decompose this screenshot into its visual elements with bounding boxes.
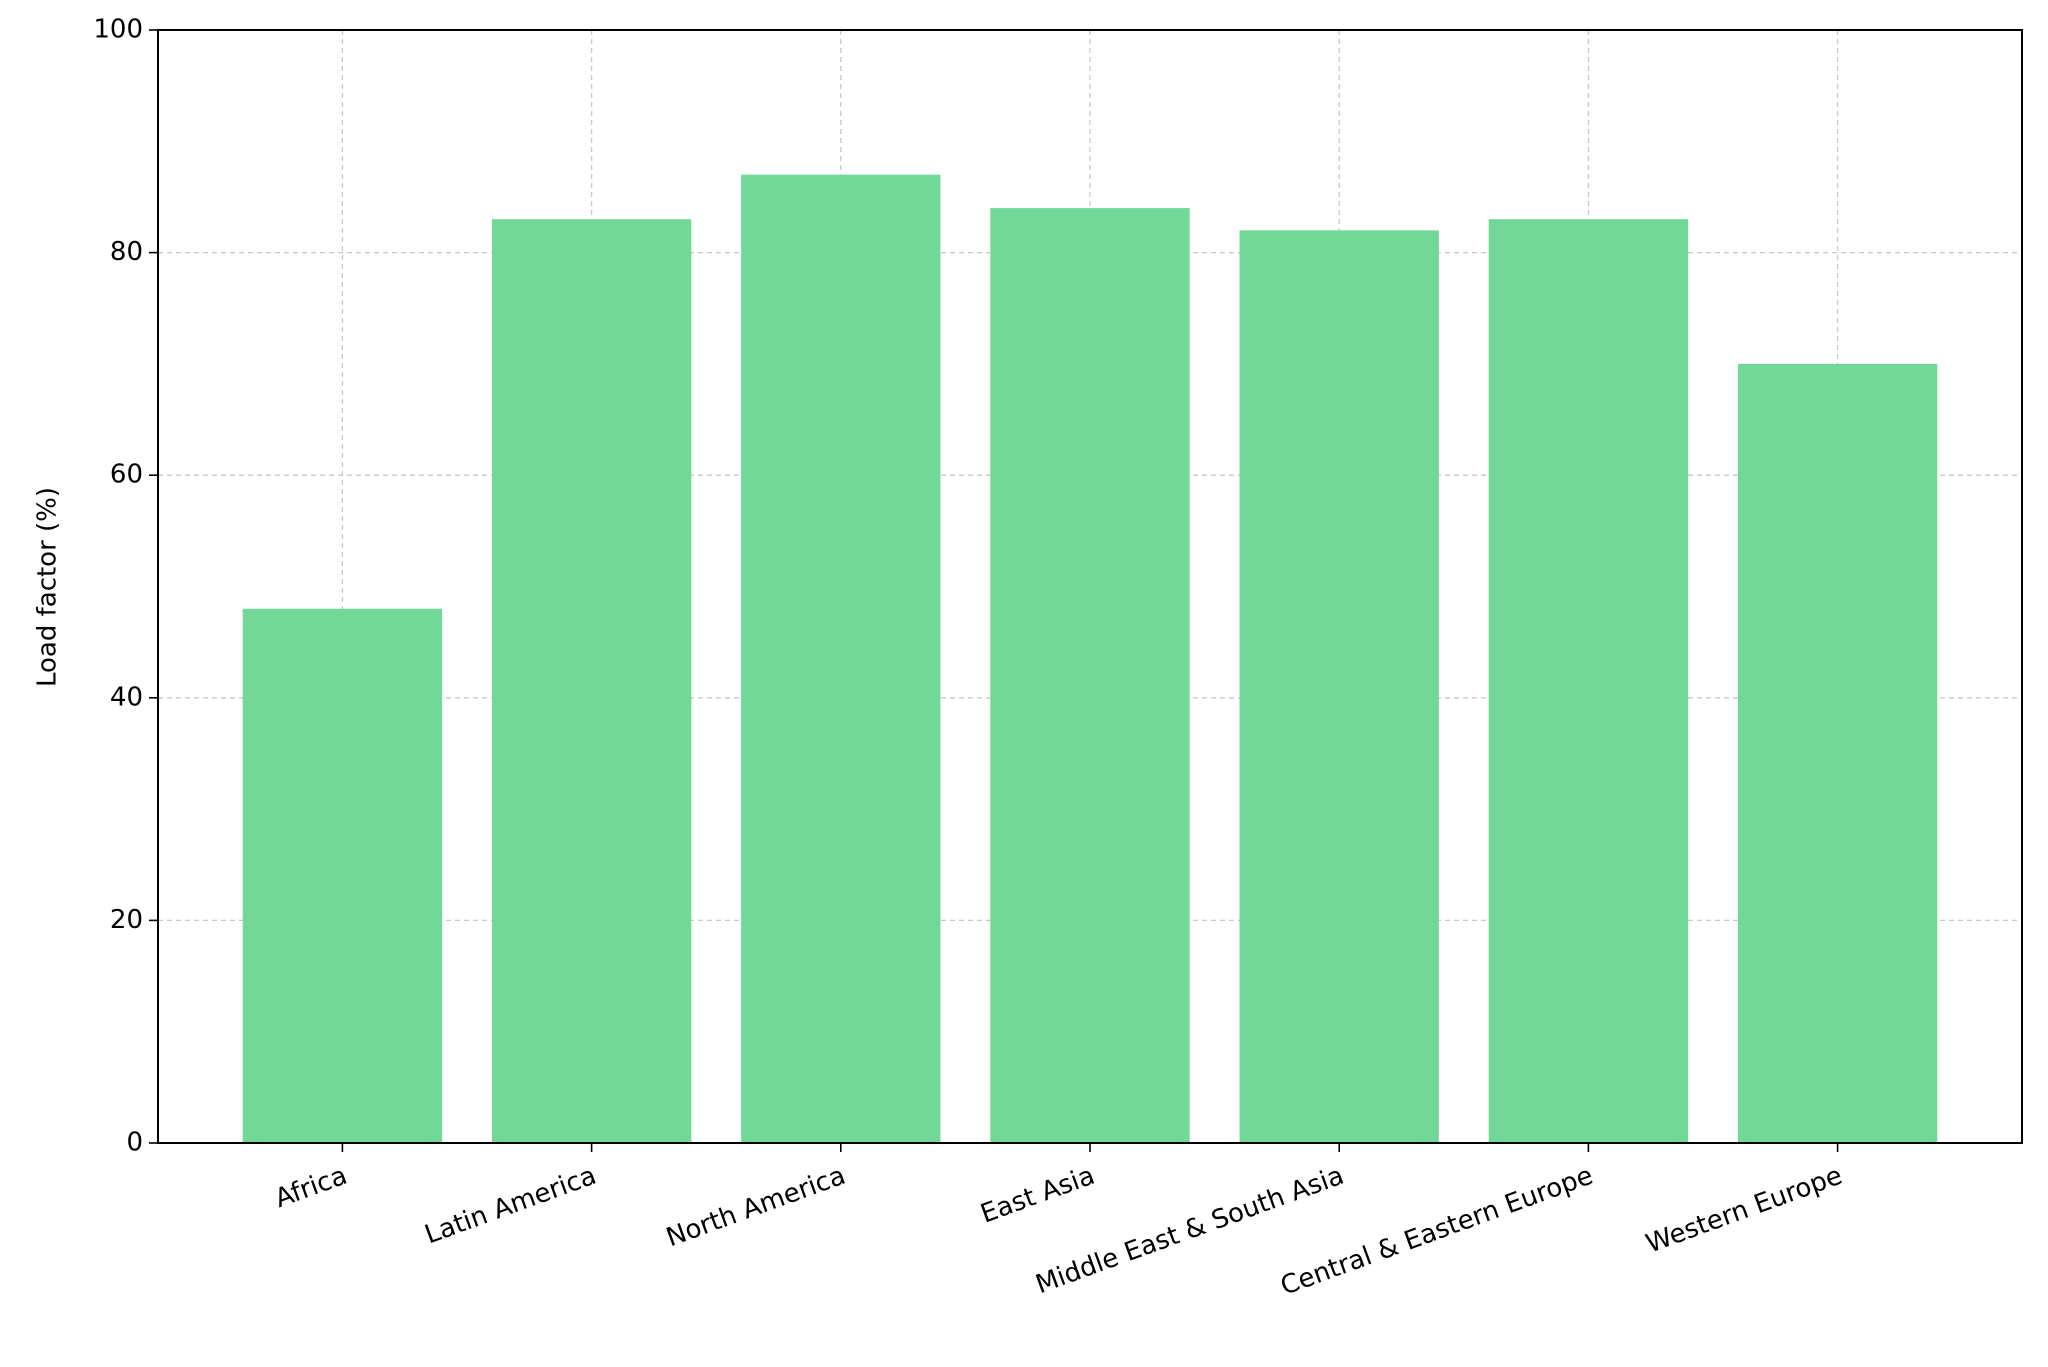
- y-axis-label: Load factor (%): [33, 487, 63, 687]
- y-tick-label: 20: [110, 905, 143, 935]
- bars: [242, 174, 1938, 1144]
- bar: [990, 208, 1190, 1143]
- y-tick-label: 100: [93, 15, 143, 45]
- plot-frame: [157, 29, 2023, 1144]
- x-tick-label: North America: [662, 1161, 849, 1254]
- bar: [1737, 363, 1938, 1143]
- bar: [491, 219, 692, 1143]
- x-tick-label: Latin America: [421, 1161, 600, 1251]
- x-tick-label: East Asia: [977, 1161, 1099, 1230]
- y-tick-label: 40: [110, 682, 143, 712]
- bar: [1239, 230, 1439, 1144]
- y-tick-label: 60: [110, 460, 143, 490]
- x-tick-label: Western Europe: [1642, 1161, 1846, 1260]
- bar: [1488, 219, 1689, 1143]
- x-tick-label: Africa: [271, 1161, 351, 1215]
- bar: [741, 174, 941, 1143]
- bar: [242, 608, 443, 1143]
- y-tick-label: 80: [110, 237, 143, 267]
- y-tick-label: 0: [126, 1128, 143, 1158]
